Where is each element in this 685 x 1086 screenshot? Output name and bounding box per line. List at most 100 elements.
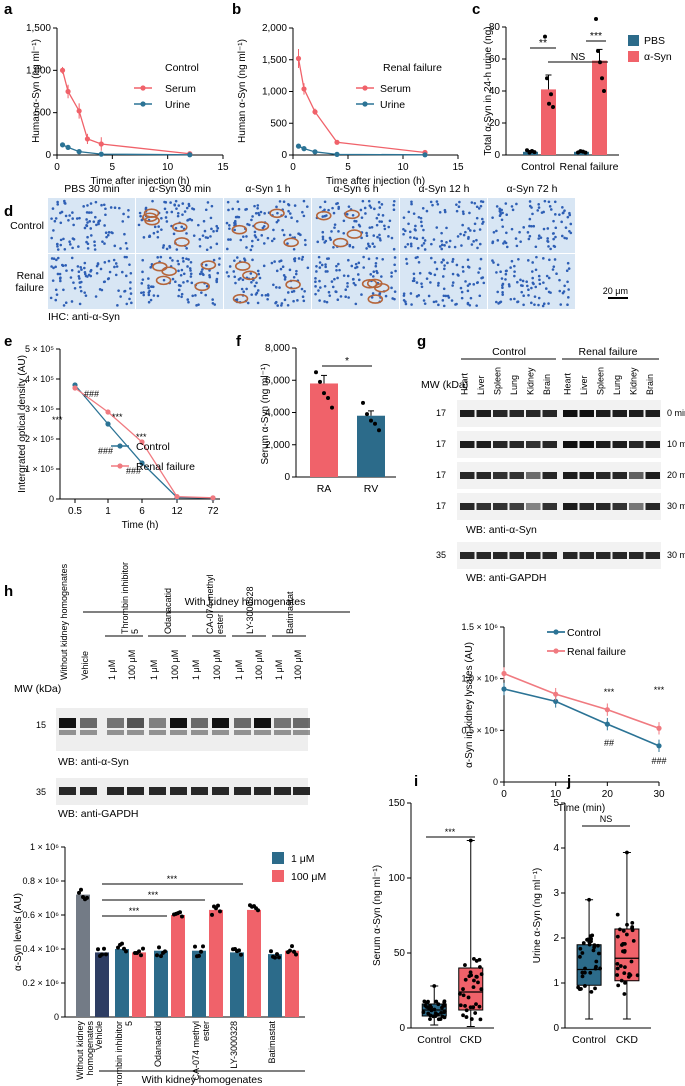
data-point — [139, 953, 143, 957]
nucleus — [92, 220, 95, 223]
data-point — [479, 1017, 483, 1021]
blot-band — [460, 552, 475, 559]
legend-marker — [553, 629, 558, 634]
nucleus — [301, 211, 304, 214]
nucleus — [531, 261, 534, 264]
data-point — [598, 967, 602, 971]
x-tick-label: 12 — [171, 506, 183, 517]
nucleus — [287, 210, 290, 213]
series-line — [504, 689, 659, 746]
blot-band — [646, 410, 661, 417]
nucleus — [321, 231, 324, 234]
nucleus — [364, 207, 367, 210]
nucleus — [333, 226, 336, 229]
nucleus — [160, 217, 163, 220]
nucleus — [52, 229, 55, 232]
panel-label-g: g — [417, 333, 426, 350]
nucleus — [409, 230, 412, 233]
nucleus — [185, 247, 188, 250]
nucleus — [379, 237, 382, 240]
nucleus — [496, 291, 499, 294]
nucleus — [176, 260, 179, 263]
nucleus — [543, 302, 546, 305]
data-point — [237, 948, 241, 952]
blot-band — [212, 730, 229, 735]
nucleus — [463, 234, 466, 237]
nucleus — [476, 282, 479, 285]
micrograph-tile — [312, 198, 399, 253]
nucleus — [170, 211, 173, 214]
nucleus — [337, 207, 340, 210]
nucleus — [324, 266, 327, 269]
nucleus — [243, 257, 246, 260]
nucleus — [303, 290, 306, 293]
nucleus — [467, 227, 470, 230]
data-point — [597, 952, 601, 956]
nucleus — [426, 210, 429, 213]
data-point — [623, 981, 627, 985]
blot-band — [596, 503, 611, 510]
nucleus — [236, 256, 239, 259]
data-point — [301, 146, 306, 151]
nucleus — [216, 230, 219, 233]
data-point — [584, 151, 588, 155]
data-point — [462, 993, 466, 997]
nucleus — [287, 291, 290, 294]
nucleus — [416, 281, 419, 284]
nucleus — [505, 273, 508, 276]
data-point — [65, 145, 70, 150]
data-point — [616, 935, 620, 939]
nucleus — [565, 237, 568, 240]
nucleus — [128, 298, 131, 301]
nucleus — [561, 206, 564, 209]
nucleus — [352, 278, 355, 281]
nucleus — [203, 220, 206, 223]
nucleus — [501, 225, 504, 228]
data-point — [627, 972, 631, 976]
nucleus — [178, 284, 181, 287]
nucleus — [526, 285, 529, 288]
data-point — [589, 934, 593, 938]
blot-band — [510, 441, 525, 448]
blot-band — [493, 472, 508, 479]
nucleus — [443, 264, 446, 267]
nucleus — [504, 278, 507, 281]
nucleus — [452, 281, 455, 284]
legend-title: Renal failure — [383, 62, 442, 74]
nucleus — [394, 256, 397, 259]
data-point — [594, 17, 598, 21]
nucleus — [278, 286, 281, 289]
legend-swatch-100uM — [272, 870, 284, 882]
data-point — [463, 963, 467, 967]
blot-band — [493, 503, 508, 510]
nucleus — [521, 284, 524, 287]
nucleus — [482, 200, 485, 203]
data-point — [174, 494, 179, 499]
group-label: Thrombin inhibitor — [120, 562, 130, 634]
nucleus — [406, 262, 409, 265]
blot-band — [107, 718, 124, 728]
nucleus — [553, 245, 556, 248]
nucleus — [436, 268, 439, 271]
y-tick-label: 1,500 — [262, 55, 287, 66]
nucleus — [114, 206, 117, 209]
time-label: 30 min — [667, 550, 685, 560]
nucleus — [143, 236, 146, 239]
data-point — [60, 68, 65, 73]
y-tick-label: 4 × 10⁵ — [25, 374, 54, 384]
nucleus — [426, 277, 429, 280]
nucleus — [263, 265, 266, 268]
nucleus — [271, 240, 274, 243]
nucleus — [505, 202, 508, 205]
nucleus — [520, 291, 523, 294]
blot-band — [580, 503, 595, 510]
nucleus — [559, 303, 562, 306]
nucleus — [478, 207, 481, 210]
nucleus — [185, 232, 188, 235]
data-point — [479, 987, 483, 991]
lane-label: Lung — [509, 375, 519, 395]
nucleus — [554, 213, 557, 216]
nucleus — [193, 208, 196, 211]
blot-band — [526, 503, 541, 510]
data-point — [65, 89, 70, 94]
